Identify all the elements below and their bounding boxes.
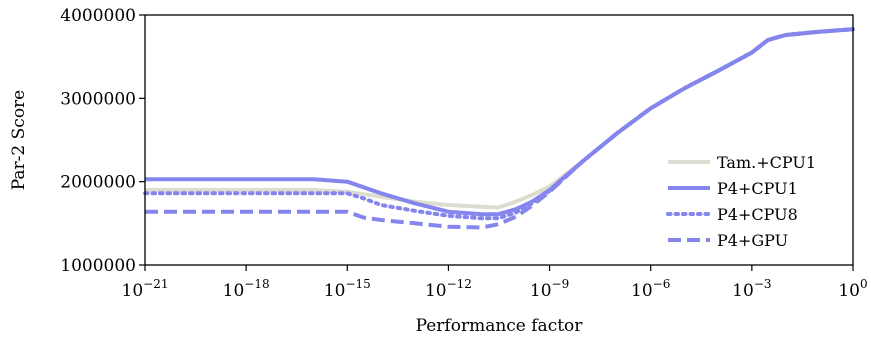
series-line-4	[145, 27, 854, 230]
x-axis: 10−21 10−18 10−15 10−12 10−9 10−6 10−3 100	[122, 265, 868, 301]
y-tick-label: 4000000	[60, 6, 136, 26]
x-tick-label: 10−12	[425, 277, 472, 301]
x-axis-title: Performance factor	[416, 316, 584, 336]
x-tick-label: 10−6	[631, 277, 670, 301]
legend: Tam.+CPU1 P4+CPU1 P4+CPU8 P4+GPU	[666, 153, 816, 250]
x-tick-label: 10−21	[122, 277, 169, 301]
plot-frame	[144, 14, 854, 266]
legend-label-2: P4+CPU1	[717, 179, 798, 198]
y-axis: 1000000 2000000 3000000 4000000	[60, 6, 145, 276]
x-tick-label: 100	[838, 277, 867, 301]
y-axis-title: Par-2 Score	[9, 90, 29, 191]
x-tick-label: 10−9	[530, 277, 569, 301]
series-lines	[143, 27, 855, 230]
y-tick-label: 3000000	[60, 89, 136, 109]
x-tick-label: 10−3	[732, 277, 771, 301]
y-tick-label: 2000000	[60, 173, 136, 193]
x-tick-label: 10−15	[324, 277, 371, 301]
legend-label-3: P4+CPU8	[717, 205, 798, 224]
legend-label-1: Tam.+CPU1	[717, 153, 816, 172]
x-tick-label: 10−18	[223, 277, 270, 301]
y-tick-label: 1000000	[60, 256, 136, 276]
legend-label-4: P4+GPU	[717, 231, 788, 250]
